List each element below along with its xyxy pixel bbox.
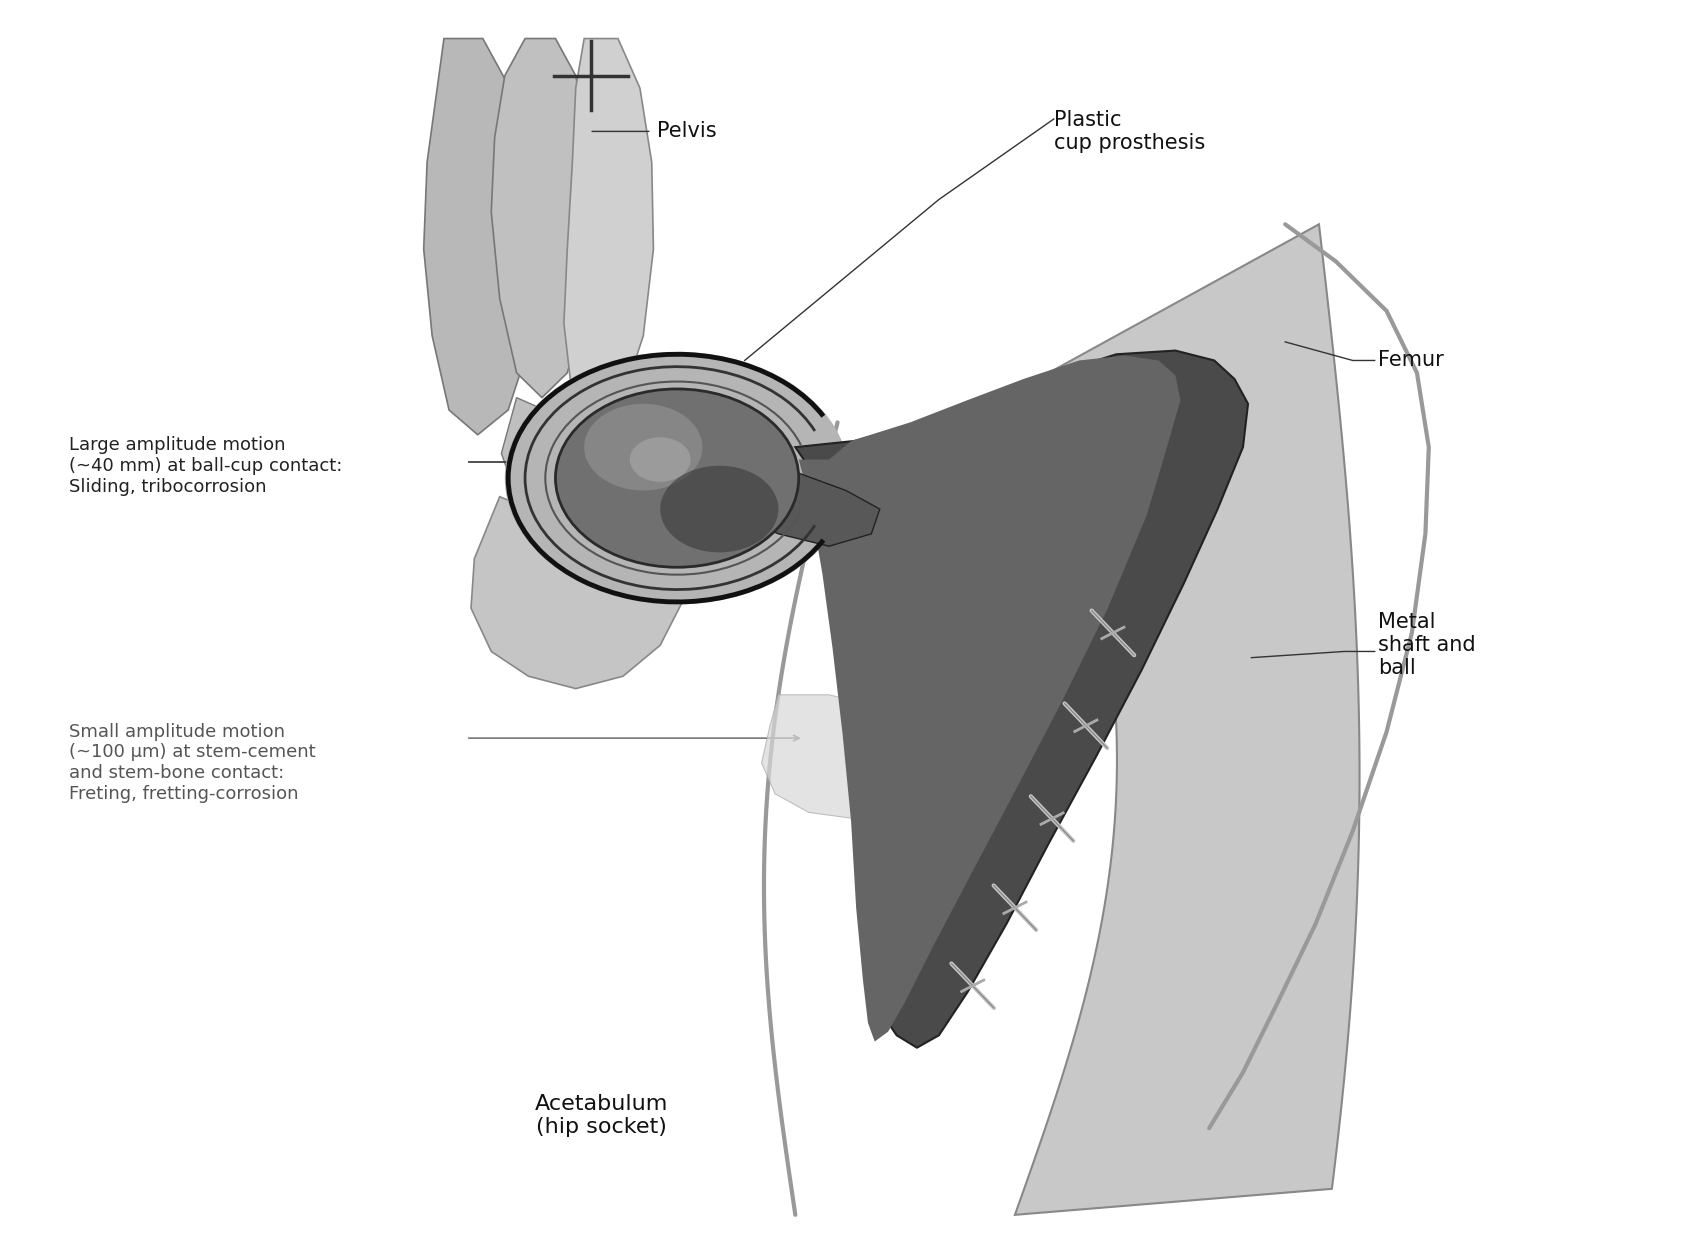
Polygon shape xyxy=(491,38,592,397)
Circle shape xyxy=(660,465,778,552)
Text: Acetabulum
(hip socket): Acetabulum (hip socket) xyxy=(535,1095,668,1138)
Text: Metal
shaft and
ball: Metal shaft and ball xyxy=(1377,612,1475,679)
Polygon shape xyxy=(423,38,538,434)
Polygon shape xyxy=(470,496,694,689)
Text: Large amplitude motion
(~40 mm) at ball-cup contact:
Sliding, tribocorrosion: Large amplitude motion (~40 mm) at ball-… xyxy=(69,436,342,495)
Polygon shape xyxy=(563,38,653,422)
Polygon shape xyxy=(501,397,677,534)
Text: Plastic
cup prosthesis: Plastic cup prosthesis xyxy=(1054,109,1205,153)
Circle shape xyxy=(629,437,690,482)
Circle shape xyxy=(584,403,702,490)
Polygon shape xyxy=(761,695,939,819)
Text: Pelvis: Pelvis xyxy=(656,122,716,141)
Text: Femur: Femur xyxy=(1377,350,1443,371)
Polygon shape xyxy=(643,459,880,546)
Polygon shape xyxy=(799,355,1181,1041)
Polygon shape xyxy=(1015,225,1360,1215)
Circle shape xyxy=(555,388,799,567)
Polygon shape xyxy=(795,350,1249,1047)
Text: Small amplitude motion
(~100 μm) at stem-cement
and stem-bone contact:
Freting, : Small amplitude motion (~100 μm) at stem… xyxy=(69,722,316,803)
Circle shape xyxy=(504,351,849,604)
